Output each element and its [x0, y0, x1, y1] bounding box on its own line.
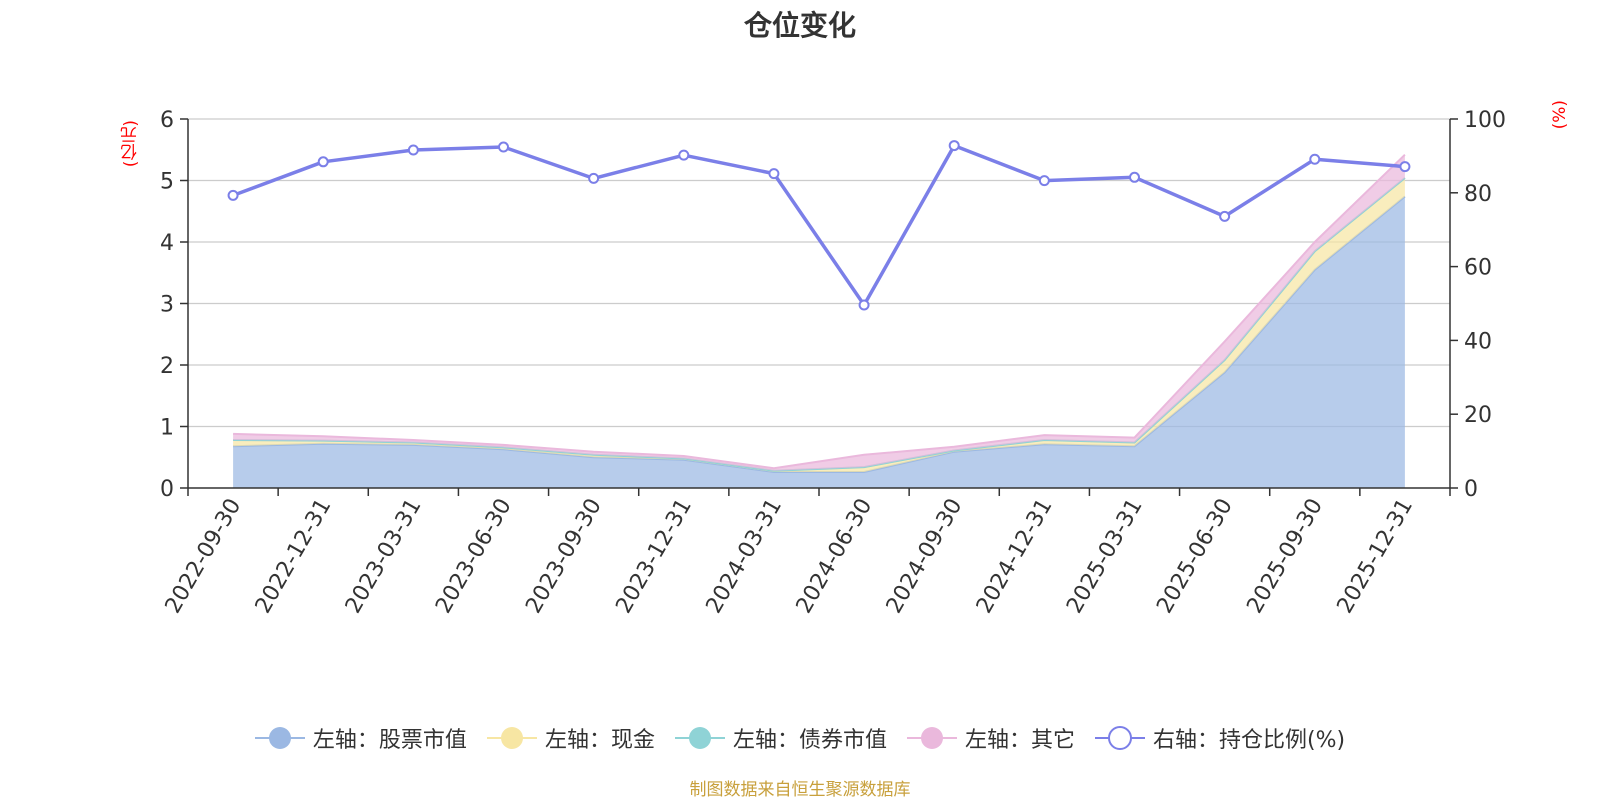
ratio-point: [858, 299, 870, 311]
area-cash: [233, 178, 1405, 472]
legend-marker-icon: [486, 727, 537, 749]
x-axis-tick-label: 2022-09-30: [161, 495, 247, 618]
x-axis-tick-label: 2024-09-30: [882, 495, 968, 618]
ratio-line: [227, 140, 1411, 311]
legend-label: 左轴：其它: [964, 728, 1075, 753]
chart-title: 仓位变化: [743, 9, 856, 42]
left-axis-tick-label: 3: [160, 293, 174, 318]
ratio-point: [1309, 153, 1321, 165]
area-other: [233, 154, 1405, 471]
right-axis-tick-label: 60: [1464, 256, 1492, 281]
ratio-point: [678, 149, 690, 161]
ratio-point: [768, 168, 780, 180]
legend-item-stock[interactable]: 左轴：股票市值: [254, 722, 467, 754]
legend-label: 左轴：股票市值: [312, 728, 467, 753]
x-axis-tick-label: 2024-03-31: [702, 495, 788, 618]
ratio-point: [1399, 161, 1411, 173]
ratio-point: [588, 172, 600, 184]
legend: 左轴：股票市值 左轴：现金 左轴：债券市值 左轴：其它 右轴：持仓比例(%): [0, 722, 1600, 754]
left-axis-tick-label: 4: [160, 231, 174, 256]
legend-item-other[interactable]: 左轴：其它: [906, 722, 1075, 754]
left-axis-tick-label: 1: [160, 416, 174, 441]
x-axis-tick-label: 2025-06-30: [1152, 495, 1238, 618]
legend-item-cash[interactable]: 左轴：现金: [486, 722, 655, 754]
stacked-areas: [233, 153, 1406, 488]
ratio-point: [317, 156, 329, 168]
x-axis-tick-label: 2023-06-30: [431, 495, 517, 618]
legend-label: 右轴：持仓比例(%): [1152, 728, 1346, 753]
x-axis-tick-label: 2025-12-31: [1333, 495, 1419, 618]
ratio-point: [498, 141, 509, 153]
left-axis-tick-label: 2: [160, 354, 174, 379]
data-source-note: 制图数据来自恒生聚源数据库: [689, 780, 911, 800]
ratio-point: [227, 189, 239, 201]
left-axis-tick-label: 0: [160, 477, 174, 502]
area-line-bond: [233, 177, 1406, 472]
ratio-point: [1129, 171, 1140, 183]
legend-marker-icon: [254, 727, 305, 749]
legend-item-bond[interactable]: 左轴：债券市值: [674, 722, 887, 754]
right-axis-tick-label: 20: [1464, 403, 1492, 428]
legend-label: 左轴：债券市值: [732, 728, 887, 753]
legend-item-ratio[interactable]: 右轴：持仓比例(%): [1094, 722, 1346, 754]
right-axis-tick-label: 0: [1464, 477, 1478, 502]
legend-marker-icon: [906, 727, 957, 749]
left-axis-tick-label: 6: [160, 108, 174, 133]
ratio-point: [1219, 210, 1231, 222]
ratio-point: [1038, 175, 1050, 187]
x-axis-tick-label: 2024-12-31: [972, 495, 1058, 618]
area-stock: [233, 196, 1405, 488]
x-axis-tick-label: 2023-03-31: [341, 495, 427, 618]
right-axis-tick-label: 80: [1464, 182, 1492, 207]
ratio-line-path: [232, 143, 1406, 307]
legend-label: 左轴：现金: [544, 728, 655, 753]
right-axis-tick-label: 40: [1464, 329, 1492, 354]
x-axis-tick-label: 2024-06-30: [792, 495, 878, 618]
x-axis-tick-label: 2023-12-31: [611, 495, 697, 618]
legend-marker-icon: [674, 727, 725, 749]
ratio-point: [407, 144, 419, 156]
right-axis-tick-label: 100: [1464, 108, 1506, 133]
x-axis-tick-label: 2023-09-30: [521, 495, 607, 618]
area-line-other: [233, 153, 1406, 470]
legend-marker-icon: [1094, 726, 1145, 750]
x-axis-tick-label: 2022-12-31: [251, 495, 337, 618]
x-axis-tick-label: 2025-09-30: [1242, 495, 1328, 618]
left-axis-tick-label: 5: [160, 170, 174, 195]
x-axis-tick-label: 2025-03-31: [1062, 495, 1148, 618]
ratio-point: [948, 140, 960, 152]
